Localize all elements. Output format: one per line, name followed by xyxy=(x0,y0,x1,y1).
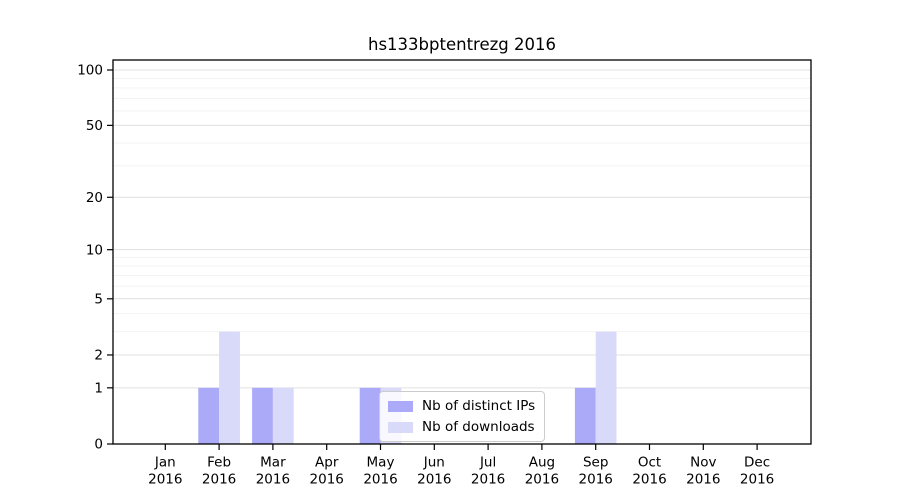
bar-distinct-ips xyxy=(252,387,273,444)
x-tick-label-month: Jan xyxy=(154,455,176,471)
y-tick-label: 2 xyxy=(94,348,103,364)
y-tick-label: 1 xyxy=(94,381,103,397)
legend: Nb of distinct IPs Nb of downloads xyxy=(379,391,546,442)
bar-downloads xyxy=(219,331,240,444)
x-tick-label-month: May xyxy=(367,455,395,471)
y-tick-label: 10 xyxy=(86,242,103,258)
x-tick-label-year: 2016 xyxy=(740,472,774,488)
x-tick-label-year: 2016 xyxy=(525,472,559,488)
y-tick-label: 5 xyxy=(94,291,103,307)
chart-title: hs133bptentrezg 2016 xyxy=(368,35,556,54)
x-tick-label-month: Jun xyxy=(423,455,445,471)
legend-swatch-downloads xyxy=(388,421,413,433)
legend-item-downloads: Nb of downloads xyxy=(388,418,535,436)
y-tick-label: 100 xyxy=(77,63,103,79)
x-tick-label-month: Sep xyxy=(583,455,608,471)
x-tick-label-month: Oct xyxy=(638,455,661,471)
bar-downloads xyxy=(595,331,617,444)
x-tick-label-year: 2016 xyxy=(310,472,344,488)
bar-distinct-ips xyxy=(359,387,381,444)
y-tick-label: 20 xyxy=(86,190,103,206)
y-tick-label: 0 xyxy=(94,437,103,453)
axes-spines xyxy=(112,59,812,445)
legend-swatch-distinct-ips xyxy=(388,400,413,412)
x-tick-label-year: 2016 xyxy=(417,472,451,488)
x-tick-label-year: 2016 xyxy=(686,472,720,488)
x-tick-label-year: 2016 xyxy=(632,472,666,488)
legend-item-distinct-ips: Nb of distinct IPs xyxy=(388,397,535,415)
x-tick-label-month: Nov xyxy=(690,455,716,471)
y-tick-label: 50 xyxy=(86,118,103,134)
x-tick-label-month: Apr xyxy=(315,455,339,471)
x-tick-label-month: Aug xyxy=(529,455,555,471)
x-tick-label-year: 2016 xyxy=(148,472,182,488)
legend-label-distinct-ips: Nb of distinct IPs xyxy=(422,398,536,414)
x-tick-label-year: 2016 xyxy=(471,472,505,488)
bar-distinct-ips xyxy=(198,387,220,444)
x-tick-label-year: 2016 xyxy=(579,472,613,488)
x-tick-label-month: Mar xyxy=(260,455,286,471)
x-tick-label-year: 2016 xyxy=(202,472,236,488)
x-tick-label-year: 2016 xyxy=(363,472,397,488)
bar-distinct-ips xyxy=(574,387,596,444)
x-tick-label-month: Jul xyxy=(479,455,496,471)
x-tick-label-month: Dec xyxy=(744,455,770,471)
x-tick-label-month: Feb xyxy=(207,455,231,471)
x-tick-label-year: 2016 xyxy=(256,472,290,488)
bar-downloads xyxy=(272,387,294,444)
legend-label-downloads: Nb of downloads xyxy=(422,419,535,435)
